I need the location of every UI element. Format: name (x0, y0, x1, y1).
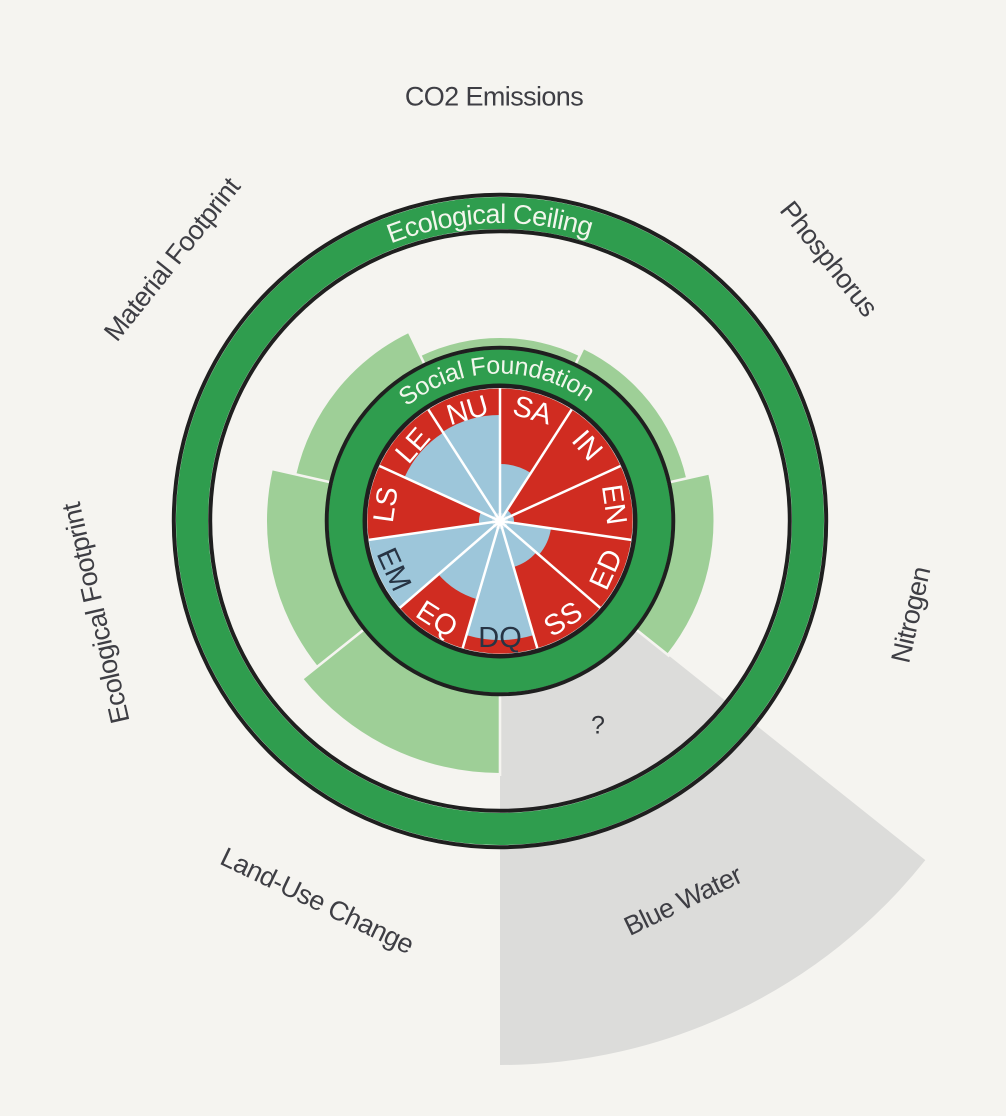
svg-text:DQ: DQ (478, 622, 522, 654)
svg-text:CO2 Emissions: CO2 Emissions (405, 81, 583, 111)
svg-text:LS: LS (368, 485, 405, 525)
svg-text:?: ? (591, 711, 605, 739)
svg-text:EN: EN (595, 482, 632, 526)
